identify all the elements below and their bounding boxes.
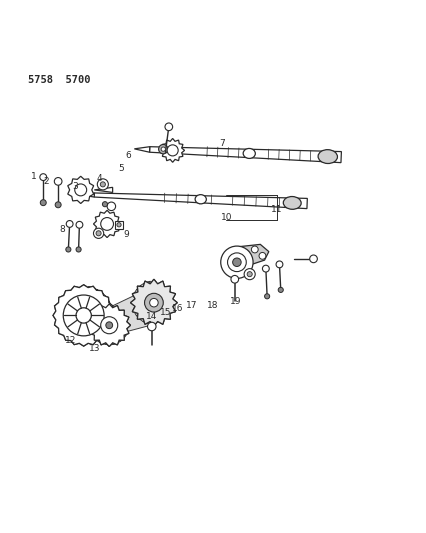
Text: 4: 4 (97, 174, 102, 183)
Circle shape (76, 221, 83, 228)
Circle shape (93, 228, 104, 238)
Circle shape (278, 287, 282, 293)
Circle shape (66, 247, 71, 252)
Circle shape (117, 223, 121, 227)
Polygon shape (88, 281, 153, 345)
Circle shape (102, 201, 107, 207)
Polygon shape (232, 244, 268, 266)
Text: 18: 18 (207, 301, 218, 310)
Circle shape (149, 298, 158, 307)
Text: 2: 2 (44, 177, 49, 186)
Text: 5: 5 (118, 164, 124, 173)
Polygon shape (149, 147, 341, 163)
Text: 19: 19 (229, 297, 241, 306)
Text: 16: 16 (171, 304, 183, 313)
Circle shape (158, 144, 167, 154)
Text: 17: 17 (185, 301, 197, 310)
Ellipse shape (195, 195, 206, 204)
Circle shape (76, 247, 81, 252)
Circle shape (262, 265, 269, 272)
Polygon shape (115, 221, 123, 229)
Circle shape (147, 322, 155, 331)
Circle shape (276, 261, 282, 268)
Text: 5758  5700: 5758 5700 (28, 75, 91, 85)
Circle shape (161, 147, 165, 151)
Polygon shape (88, 304, 130, 346)
Polygon shape (130, 279, 177, 326)
Circle shape (144, 293, 163, 312)
Circle shape (251, 246, 258, 253)
Polygon shape (68, 176, 93, 204)
Circle shape (101, 317, 118, 334)
Polygon shape (93, 211, 121, 238)
Circle shape (106, 322, 112, 329)
Circle shape (63, 295, 104, 336)
Circle shape (100, 182, 105, 187)
Circle shape (40, 200, 46, 206)
Circle shape (164, 123, 172, 131)
Text: 13: 13 (89, 344, 101, 353)
Circle shape (76, 308, 91, 323)
Circle shape (309, 255, 317, 263)
Circle shape (220, 246, 253, 278)
Circle shape (75, 184, 86, 196)
Text: 8: 8 (59, 224, 65, 233)
Circle shape (76, 308, 91, 323)
Ellipse shape (282, 197, 300, 209)
Circle shape (149, 298, 158, 307)
Circle shape (264, 294, 269, 299)
Text: 14: 14 (146, 312, 157, 321)
Ellipse shape (242, 149, 255, 158)
Text: 10: 10 (220, 213, 231, 222)
Text: 1: 1 (31, 172, 37, 181)
Circle shape (227, 253, 246, 272)
Circle shape (96, 231, 101, 236)
Polygon shape (53, 285, 114, 346)
Circle shape (40, 174, 46, 181)
Text: 12: 12 (65, 336, 76, 345)
Polygon shape (77, 193, 94, 197)
Ellipse shape (317, 150, 337, 164)
Circle shape (106, 322, 112, 329)
Circle shape (107, 202, 115, 211)
Polygon shape (53, 285, 114, 346)
Circle shape (230, 276, 238, 283)
Circle shape (247, 272, 252, 277)
Circle shape (259, 253, 265, 259)
Polygon shape (94, 193, 307, 208)
Circle shape (101, 217, 113, 230)
Text: 7: 7 (219, 139, 225, 148)
Polygon shape (94, 187, 112, 192)
Circle shape (97, 179, 108, 190)
Text: 9: 9 (123, 230, 129, 239)
Circle shape (66, 221, 73, 228)
Polygon shape (88, 304, 130, 346)
Circle shape (232, 258, 241, 266)
Circle shape (54, 177, 62, 185)
Text: 11: 11 (270, 205, 282, 214)
Text: 6: 6 (125, 151, 131, 160)
Polygon shape (160, 139, 184, 162)
Circle shape (167, 145, 178, 156)
Text: 3: 3 (72, 182, 78, 191)
Circle shape (55, 202, 61, 208)
Circle shape (144, 293, 163, 312)
Circle shape (244, 269, 255, 280)
Polygon shape (130, 279, 177, 326)
Text: 15: 15 (160, 308, 171, 317)
Polygon shape (134, 147, 150, 152)
Circle shape (63, 295, 104, 336)
Circle shape (101, 317, 118, 334)
